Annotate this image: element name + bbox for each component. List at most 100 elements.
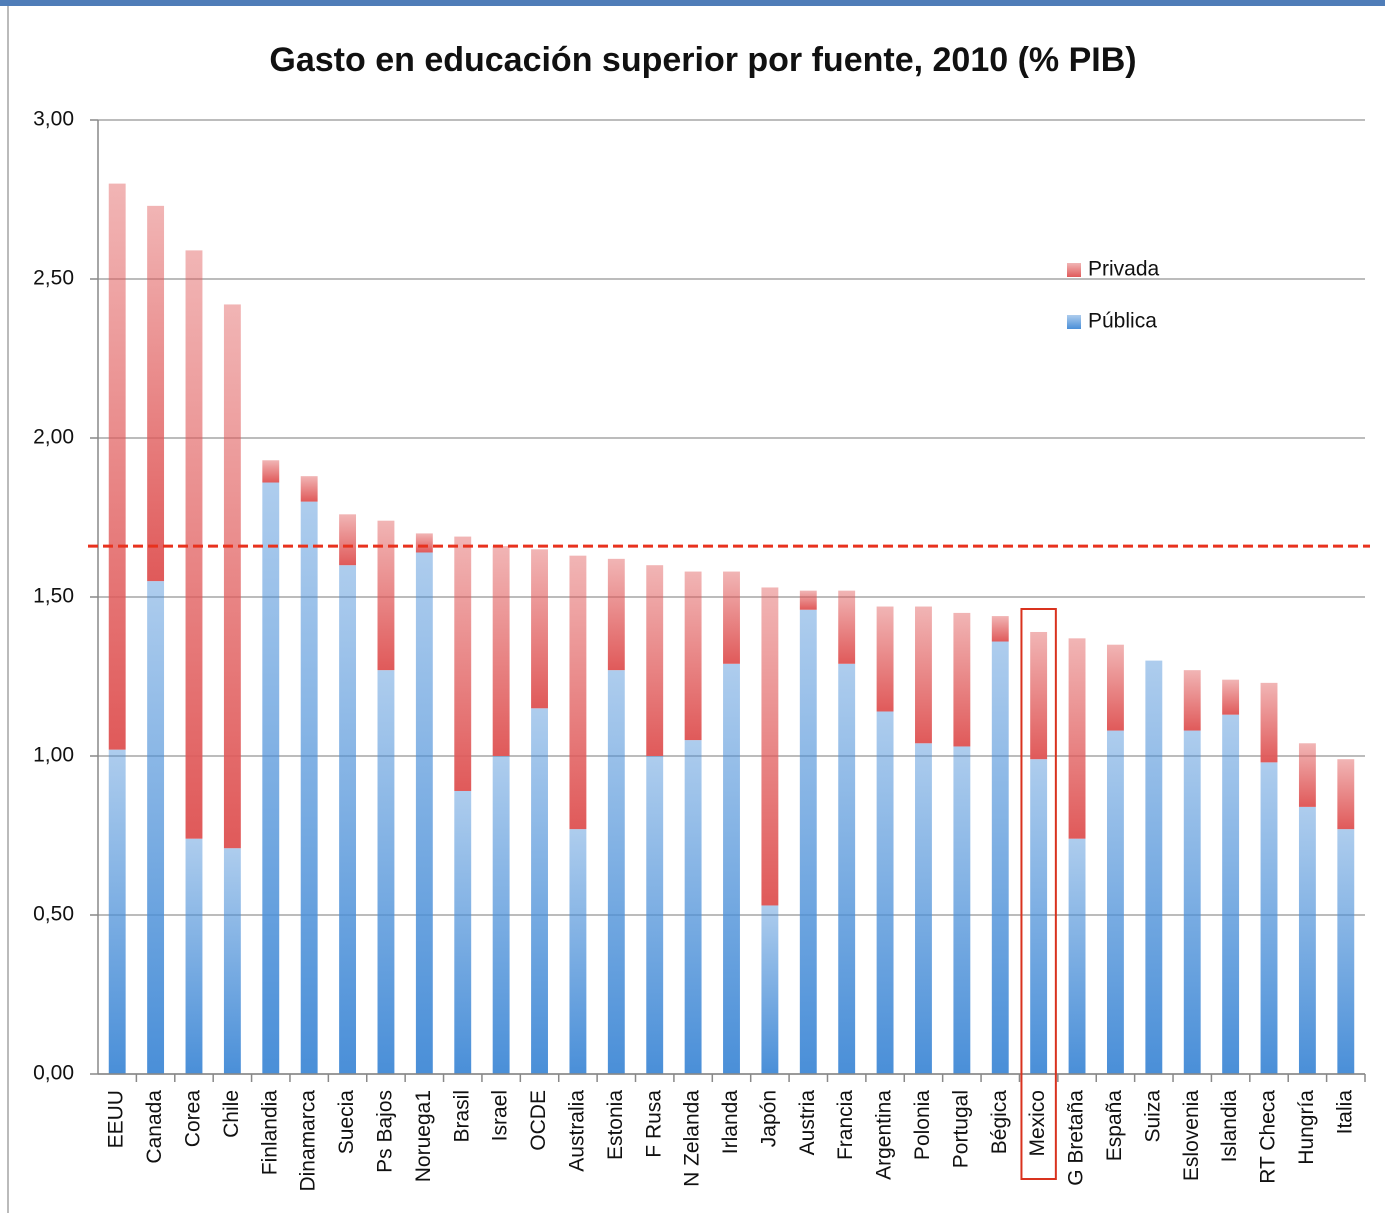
x-tick-label: Austria xyxy=(796,1090,819,1156)
bar-segment xyxy=(531,549,548,709)
bar-segment xyxy=(1106,730,1124,1074)
x-tick-label: F Rusa xyxy=(642,1090,665,1158)
x-tick-label: Argentina xyxy=(873,1090,896,1180)
bar-segment xyxy=(838,590,856,664)
legend-swatch xyxy=(1067,263,1081,277)
x-tick-label: Polonia xyxy=(911,1090,934,1160)
bar-segment xyxy=(147,205,165,582)
bar-segment xyxy=(147,581,165,1074)
bar-segment xyxy=(876,606,894,712)
bar-segment xyxy=(1030,631,1048,760)
legend-label: Pública xyxy=(1088,310,1157,333)
x-tick-label: Estonia xyxy=(604,1090,627,1160)
bar-segment xyxy=(1298,806,1316,1074)
bar-segment xyxy=(454,790,472,1074)
bar-segment xyxy=(607,670,625,1074)
bar-segment xyxy=(185,838,203,1074)
x-tick-label: Hungría xyxy=(1295,1090,1318,1165)
bar-segment xyxy=(723,571,740,664)
x-tick-label: Italia xyxy=(1333,1090,1356,1135)
bar-segment xyxy=(377,670,395,1074)
bar-segment xyxy=(646,565,664,756)
bar-segment xyxy=(915,743,932,1074)
x-tick-label: Noruega1 xyxy=(412,1090,435,1182)
x-tick-label: RT Checa xyxy=(1257,1090,1280,1184)
bar-segment xyxy=(761,905,779,1074)
x-tick-label: EEUU xyxy=(105,1090,128,1148)
bar-segment xyxy=(300,501,318,1075)
bar-segment xyxy=(185,250,203,839)
bar-segment xyxy=(262,482,280,1074)
x-tick-label: Eslovenia xyxy=(1180,1090,1203,1181)
bar-segment xyxy=(799,590,817,610)
chart-title: Gasto en educación superior por fuente, … xyxy=(269,41,1136,79)
x-tick-label: Mexico xyxy=(1026,1090,1049,1157)
bar-segment xyxy=(915,606,932,744)
bar-segment xyxy=(838,663,856,1074)
bar-segment xyxy=(1337,759,1355,830)
bar-segment xyxy=(531,708,548,1074)
x-tick-label: Bégica xyxy=(988,1090,1011,1155)
y-tick-label: 0,50 xyxy=(33,903,74,926)
bar-segment xyxy=(1183,730,1201,1074)
x-tick-label: Suecia xyxy=(335,1090,358,1155)
bar-segment xyxy=(684,571,702,741)
y-tick-label: 1,50 xyxy=(33,585,74,608)
x-tick-label: Ps Bajos xyxy=(374,1090,397,1173)
bar-segment xyxy=(876,711,894,1074)
x-tick-label: Israel xyxy=(489,1090,512,1141)
x-tick-label: Finlandia xyxy=(258,1090,281,1176)
bar-segment xyxy=(684,740,702,1074)
bar-segment xyxy=(492,756,510,1074)
bar-segment xyxy=(1298,743,1316,807)
bar-segment xyxy=(339,565,357,1074)
x-tick-label: Australia xyxy=(565,1090,588,1172)
x-tick-label: Islandia xyxy=(1218,1090,1241,1163)
legend-swatch xyxy=(1067,315,1081,329)
x-tick-label: Francia xyxy=(834,1090,857,1160)
bar-segment xyxy=(799,609,817,1074)
x-tick-label: Dinamarca xyxy=(297,1090,320,1192)
bar-segment xyxy=(108,749,126,1074)
x-tick-label: OCDE xyxy=(527,1090,550,1151)
bar-segment xyxy=(415,533,433,553)
x-tick-label: Brasil xyxy=(450,1090,473,1143)
bar-segment xyxy=(1106,644,1124,731)
x-tick-label: Suiza xyxy=(1141,1090,1164,1143)
bar-segment xyxy=(377,520,395,671)
x-tick-label: Portugal xyxy=(949,1090,972,1168)
y-tick-label: 3,00 xyxy=(33,108,74,131)
bar-segment xyxy=(1030,759,1048,1074)
bar-segment xyxy=(339,514,357,566)
bar-segment xyxy=(492,546,510,756)
bar-segment xyxy=(1145,660,1163,1074)
bar-segment xyxy=(1260,762,1278,1074)
x-tick-label: Japón xyxy=(757,1090,780,1147)
top-border xyxy=(0,0,1385,6)
bar-segment xyxy=(300,476,318,502)
bar-segment xyxy=(223,848,241,1074)
bar-segment xyxy=(1222,714,1240,1074)
bar-segment xyxy=(991,616,1009,642)
x-tick-label: Chile xyxy=(220,1090,243,1138)
bar-segment xyxy=(1260,682,1278,763)
bar-segment xyxy=(262,460,280,483)
y-tick-label: 1,00 xyxy=(33,744,74,767)
x-tick-label: N Zelanda xyxy=(681,1090,704,1187)
legend-label: Privada xyxy=(1088,258,1160,281)
y-tick-label: 2,00 xyxy=(33,426,74,449)
x-tick-label: Canada xyxy=(143,1090,166,1164)
y-tick-label: 2,50 xyxy=(33,267,74,290)
bar-segment xyxy=(223,304,241,849)
bar-segment xyxy=(1337,829,1355,1074)
bar-segment xyxy=(1222,679,1240,715)
bar-segment xyxy=(953,746,971,1074)
bar-segment xyxy=(991,641,1009,1074)
highlight-box xyxy=(1020,608,1057,1180)
bar-segment xyxy=(953,612,971,747)
bar-segment xyxy=(1068,838,1086,1074)
y-tick-label: 0,00 xyxy=(33,1062,74,1085)
x-tick-label: Irlanda xyxy=(719,1090,742,1155)
bar-segment xyxy=(761,587,779,906)
